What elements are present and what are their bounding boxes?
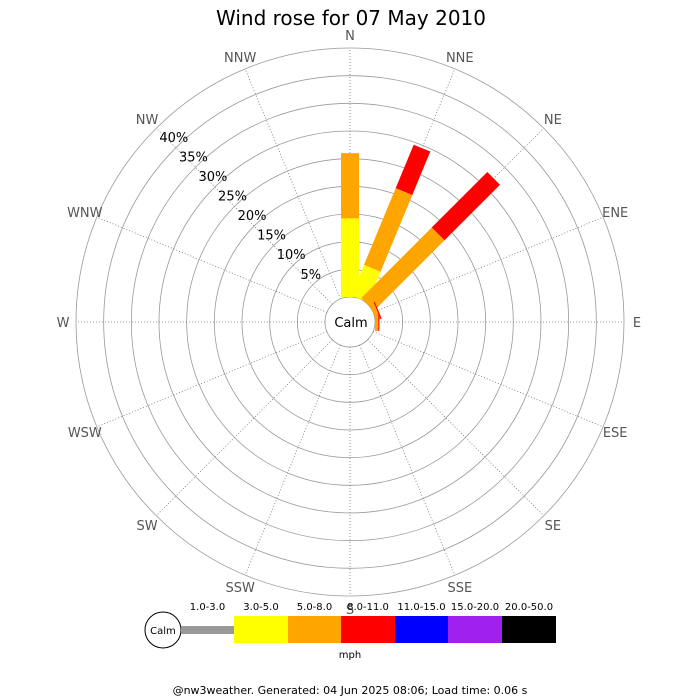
bar-ene-8.0-11.0 <box>373 302 382 320</box>
grid-spoke <box>155 127 333 305</box>
radial-tick-label: 25% <box>218 190 247 205</box>
direction-label-nne: NNE <box>446 51 474 66</box>
grid-spoke <box>367 339 545 517</box>
grid-spoke <box>244 68 341 300</box>
bar-nne-3.0-5.0 <box>351 264 381 303</box>
radial-tick-label: 10% <box>277 248 306 263</box>
chart-title: Wind rose for 07 May 2010 <box>216 6 486 30</box>
grid-spoke <box>359 344 456 576</box>
grid-spoke <box>96 331 328 428</box>
direction-labels: N NNE NE ENE E ESE SE SSE S SSW SW WSW W WNW NW NNW <box>57 29 642 618</box>
direction-label-wsw: WSW <box>68 426 102 441</box>
bars <box>341 144 500 331</box>
radial-tick-label: 20% <box>238 209 267 224</box>
legend-bin-label: 20.0-50.0 <box>505 602 553 613</box>
calm-circle <box>326 298 374 346</box>
direction-label-sw: SW <box>137 519 158 534</box>
direction-label-se: SE <box>545 519 561 534</box>
grid-ring <box>75 47 625 597</box>
footer-text: @nw3weather. Generated: 04 Jun 2025 08:0… <box>173 684 528 697</box>
legend-bin-label: 11.0-15.0 <box>397 602 445 613</box>
direction-label-s: S <box>346 603 354 618</box>
grid-spoke <box>359 68 456 300</box>
grid-spoke <box>372 216 604 313</box>
direction-label-wnw: WNW <box>67 206 103 221</box>
direction-label-n: N <box>345 29 355 44</box>
legend-bin-label: 8.0-11.0 <box>347 602 389 613</box>
bar-nne-8.0-11.0 <box>395 144 431 195</box>
grid-spoke <box>367 127 545 305</box>
direction-label-ene: ENE <box>602 206 628 221</box>
grid-ring <box>130 102 570 542</box>
radial-tick-label: 5% <box>300 268 321 283</box>
legend-bin-label: 15.0-20.0 <box>451 602 499 613</box>
calm-center: Calm <box>326 298 374 346</box>
grid-spoke <box>155 339 333 517</box>
bar-n-3.0-5.0 <box>341 218 359 297</box>
radial-tick-label: 15% <box>257 229 286 244</box>
legend: Calm 1.0-3.0 3.0-5.0 5.0-8.0 8.0-11.0 11.0-15… <box>144 602 556 661</box>
bar-ne-8.0-11.0 <box>431 172 500 241</box>
direction-label-ssw: SSW <box>226 581 256 596</box>
bar-e-5.0-8.0 <box>375 313 379 331</box>
grid-spoke <box>372 331 604 428</box>
direction-label-nnw: NNW <box>224 51 256 66</box>
radial-ticks: 5% 10% 15% 20% 25% 30% 35% 40% <box>159 131 321 283</box>
direction-label-ne: NE <box>544 113 562 128</box>
direction-label-nw: NW <box>136 113 159 128</box>
legend-swatch-15.0-20.0 <box>448 616 502 643</box>
bar-n-5.0-8.0 <box>341 153 359 219</box>
radial-tick-label: 30% <box>198 170 227 185</box>
radial-tick-label: 40% <box>159 131 188 146</box>
bar-nne-5.0-8.0 <box>364 188 413 272</box>
grid <box>75 47 625 597</box>
legend-swatch-11.0-15.0 <box>395 616 448 643</box>
calm-label: Calm <box>334 316 367 331</box>
legend-bin-label: 5.0-8.0 <box>297 602 332 613</box>
legend-swatch-20.0-50.0 <box>502 616 556 643</box>
bar-e-8.0-11.0 <box>378 313 380 331</box>
direction-label-ese: ESE <box>603 426 628 441</box>
legend-swatch-3.0-5.0 <box>234 616 288 643</box>
direction-label-sse: SSE <box>447 581 472 596</box>
grid-spoke <box>244 344 341 576</box>
legend-swatch-1.0-3.0 <box>181 626 234 634</box>
legend-swatch-8.0-11.0 <box>341 616 395 643</box>
legend-swatch-5.0-8.0 <box>288 616 341 643</box>
grid-spoke <box>96 216 328 313</box>
legend-units: mph <box>339 650 361 661</box>
legend-calm-label: Calm <box>150 626 176 637</box>
direction-label-e: E <box>633 316 641 331</box>
legend-bin-label: 1.0-3.0 <box>190 602 225 613</box>
legend-bin-label: 3.0-5.0 <box>243 602 278 613</box>
direction-label-w: W <box>57 316 70 331</box>
radial-tick-label: 35% <box>179 150 208 165</box>
bar-ne-5.0-8.0 <box>361 227 445 311</box>
grid-ring <box>103 75 597 569</box>
